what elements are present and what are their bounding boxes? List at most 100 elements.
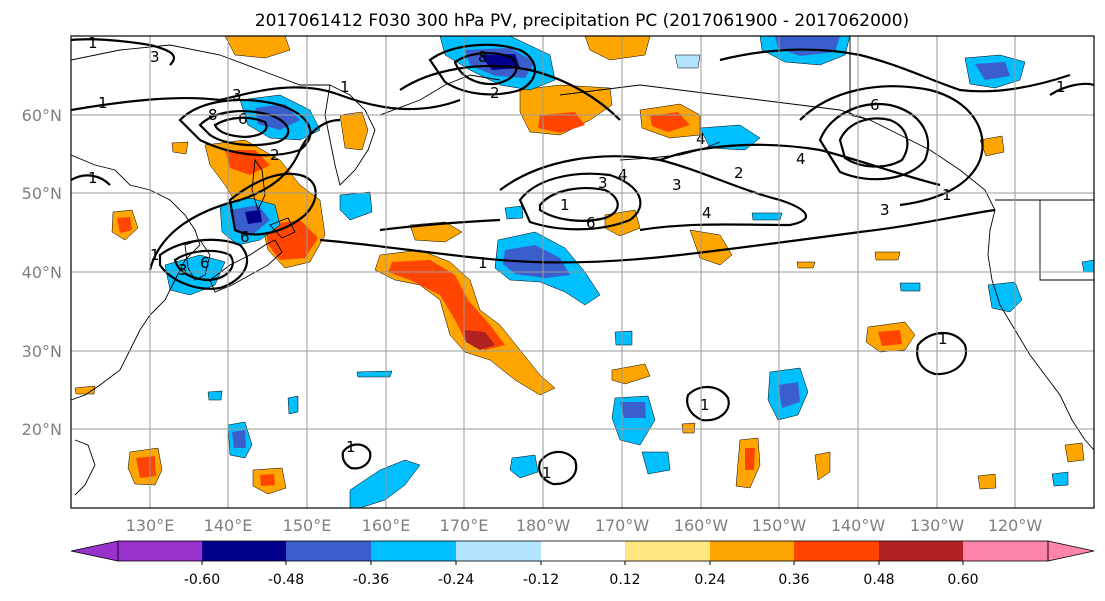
contour-label: 6 [240, 228, 250, 246]
pv-contour [213, 116, 268, 139]
lon-label: 160°W [674, 516, 729, 535]
precip-positive-patch [1064, 442, 1085, 463]
precip-positive-patch [979, 135, 1005, 157]
precip-negative-patch [1051, 471, 1069, 487]
precip-positive-patch [117, 217, 132, 233]
lat-label: 60°N [22, 106, 62, 125]
precip-positive-patch [136, 456, 156, 478]
contour-label: 4 [618, 166, 628, 184]
colorbar-tick-label: -0.60 [184, 572, 220, 588]
siberia-coastline [71, 44, 501, 116]
precip-negative-patch [614, 330, 633, 346]
map-panel: 1 3 6 8 1 1 3 6 8 1 1 3 3 4 2 2 4 3 6 1 … [71, 36, 1094, 508]
colorbar-extend-max [1047, 540, 1095, 562]
precip-positive-patch [538, 112, 585, 133]
contour-label: 3 [672, 176, 682, 194]
asia-coastline [71, 154, 201, 401]
lon-label: 120°W [988, 516, 1043, 535]
contour-label: 1 [1056, 78, 1066, 96]
contour-label: 8 [478, 48, 488, 66]
colorbar-segment [963, 541, 1048, 561]
pv-contour [198, 110, 290, 147]
colorbar-tick-label: 0.12 [609, 572, 640, 588]
precip-positive-patch [584, 36, 651, 61]
pv-contour [228, 172, 317, 236]
lon-label: 170°E [440, 516, 489, 535]
pv-contour [518, 172, 642, 231]
philippines-coastline [74, 439, 96, 496]
pv-contour [659, 143, 941, 187]
hokkaido-coastline [269, 217, 296, 239]
pv-contour [71, 174, 111, 186]
contour-label: 1 [340, 78, 350, 96]
colorbar-frame [117, 540, 1049, 562]
lon-labels: 130°E 140°E 150°E 160°E 170°E 180°W 170°… [126, 516, 1043, 535]
precip-negative-patch [245, 210, 262, 224]
precip-positive-patch [388, 260, 505, 350]
precip-shading [74, 36, 1094, 508]
lat-label: 20°N [22, 420, 62, 439]
contour-label: 6 [586, 214, 596, 232]
contour-label: 1 [700, 396, 710, 414]
precip-positive-patch [878, 330, 902, 346]
precip-negative-patch [674, 54, 701, 69]
precip-positive-patch [224, 36, 291, 59]
contour-label: 3 [178, 261, 188, 279]
precip-positive-patch [796, 261, 816, 269]
precip-positive-patch [465, 330, 495, 350]
colorbar-segment [456, 541, 541, 561]
pv-contour [379, 218, 501, 232]
colorbar-tick-label: -0.12 [523, 572, 559, 588]
pv-contour [1049, 82, 1094, 96]
colorbar-segment [625, 541, 710, 561]
lat-label: 40°N [22, 263, 62, 282]
pv-contour [71, 86, 461, 112]
contour-label: 4 [796, 150, 806, 168]
pv-contour [916, 331, 968, 376]
precip-positive-patch [339, 111, 369, 151]
lon-label: 180°W [516, 516, 571, 535]
chart-title: 2017061412 F030 300 hPa PV, precipitatio… [255, 11, 909, 31]
colorbar-segment [710, 541, 794, 561]
precip-positive-patch [225, 150, 270, 175]
lon-label: 170°W [595, 516, 650, 535]
colorbar-tick-label: -0.24 [438, 572, 474, 588]
lon-label: 140°E [204, 516, 253, 535]
colorbar-ticks [201, 561, 964, 565]
pv-contour [538, 187, 619, 222]
colorbar-segment [794, 541, 879, 561]
precip-negative-patch [504, 205, 524, 220]
contour-label: 1 [942, 186, 952, 204]
precip-negative-patch [620, 402, 646, 418]
lon-label: 130°W [910, 516, 965, 535]
pv-contour [799, 85, 984, 207]
contour-label: 3 [150, 48, 160, 66]
pv-contour [399, 64, 621, 121]
kamchatka-coastline [324, 84, 376, 186]
lat-labels: 60°N 50°N 40°N 30°N 20°N [22, 106, 62, 439]
colorbar-segment [286, 541, 371, 561]
colorbar-extend-min [70, 540, 119, 562]
gridlines [71, 36, 1094, 508]
lon-label: 140°W [831, 516, 886, 535]
pv-contour [319, 208, 996, 264]
alaska-coastline [559, 84, 996, 211]
contour-label: 1 [478, 254, 488, 272]
pv-contour [453, 52, 518, 86]
contour-label: 1 [346, 438, 356, 456]
pv-contour [719, 48, 1071, 93]
pv-contour [818, 102, 930, 181]
pv-contour [428, 43, 536, 96]
pv-contour [158, 238, 249, 290]
lon-label: 150°W [752, 516, 807, 535]
colorbar-segment [879, 541, 963, 561]
contour-label: 2 [270, 146, 280, 164]
lon-label: 130°E [126, 516, 175, 535]
contour-label: 3 [880, 201, 890, 219]
coastlines [71, 36, 1094, 496]
lon-label: 160°E [362, 516, 411, 535]
colorbar-segment [371, 541, 456, 561]
contour-label: 4 [702, 204, 712, 222]
precip-negative-patch [987, 281, 1023, 313]
